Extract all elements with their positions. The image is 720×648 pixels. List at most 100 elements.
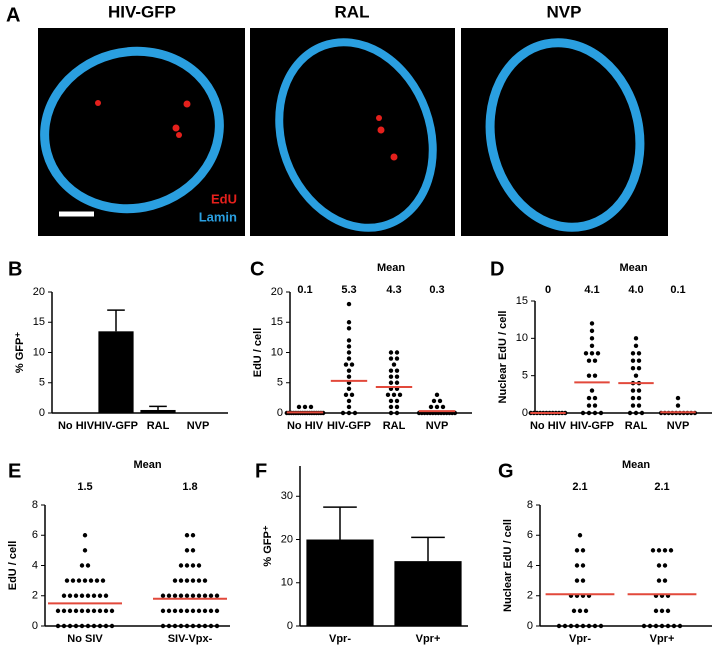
y-tick-label: 6 [32, 529, 38, 541]
mean-title: Mean [377, 262, 405, 274]
data-point [76, 578, 82, 583]
data-point [100, 578, 106, 583]
data-point [346, 338, 352, 343]
data-point [580, 578, 586, 583]
panel-letter: D [490, 258, 504, 280]
data-point [160, 608, 166, 614]
y-tick-label: 4 [32, 559, 38, 571]
mean-title: Mean [622, 459, 650, 471]
data-point [589, 343, 595, 348]
legend-lamin: Lamin [199, 209, 237, 224]
data-point [190, 593, 196, 598]
data-point [385, 392, 391, 398]
data-point [208, 593, 214, 598]
mean-label: 2.1 [572, 481, 587, 493]
data-point [388, 410, 394, 416]
data-point [160, 593, 166, 598]
data-point [346, 356, 352, 361]
data-point [349, 362, 355, 367]
data-point [586, 623, 592, 629]
data-point [562, 623, 568, 629]
data-point [97, 593, 103, 598]
y-tick-label: 15 [516, 295, 528, 307]
data-point [394, 380, 400, 385]
data-point [388, 404, 394, 410]
data-point [82, 533, 88, 538]
panel-letter: A [6, 4, 20, 26]
y-tick-label: 15 [271, 316, 283, 328]
data-point [346, 326, 352, 331]
panel-letter: B [8, 258, 22, 280]
data-point [190, 608, 196, 614]
data-point [202, 623, 208, 629]
data-point [598, 410, 604, 416]
data-point [592, 623, 598, 629]
data-point [659, 623, 665, 629]
mean-label: 1.8 [182, 481, 197, 493]
y-axis-label: Nuclear EdU / cell [497, 311, 509, 404]
data-point [580, 410, 586, 416]
data-point [440, 404, 446, 410]
y-tick-label: 5 [39, 377, 45, 389]
data-point [343, 362, 349, 367]
data-point [675, 395, 681, 401]
x-tick-label: Vpr- [569, 633, 591, 645]
data-point [184, 563, 190, 568]
data-point [574, 563, 580, 568]
x-tick-label: SIV-Vpx- [168, 633, 213, 645]
data-point [103, 608, 109, 614]
data-point [641, 623, 647, 629]
data-point [178, 623, 184, 629]
data-point [308, 404, 314, 410]
y-tick-label: 6 [527, 529, 533, 541]
mean-label: 2.1 [654, 481, 669, 493]
data-point [346, 320, 352, 325]
data-point [639, 410, 645, 416]
data-point [586, 373, 592, 378]
data-point [388, 398, 394, 404]
data-point [178, 608, 184, 614]
data-point [346, 374, 352, 379]
data-point [577, 533, 583, 538]
data-point [166, 608, 172, 614]
data-point [633, 373, 639, 378]
mean-label: 0.1 [670, 284, 685, 296]
data-point [586, 395, 592, 401]
panel-letter: E [8, 460, 21, 482]
data-point [589, 388, 595, 393]
data-point [55, 623, 61, 629]
y-tick-label: 8 [527, 499, 533, 511]
data-point [296, 404, 302, 410]
x-tick-label: NVP [187, 420, 210, 432]
bar [140, 409, 176, 413]
y-tick-label: 0 [277, 407, 283, 419]
data-point [343, 392, 349, 398]
mean-label: 4.0 [628, 284, 643, 296]
micrograph [461, 28, 668, 236]
data-point [85, 623, 91, 629]
data-point [428, 404, 434, 410]
data-point [196, 563, 202, 568]
y-tick-label: 2 [527, 590, 533, 602]
data-point [166, 593, 172, 598]
data-point [656, 548, 662, 553]
data-point [630, 403, 636, 408]
x-tick-label: HIV-GFP [570, 420, 614, 432]
data-point [583, 351, 589, 356]
data-point [73, 608, 79, 614]
data-point [653, 623, 659, 629]
data-point [589, 321, 595, 326]
y-tick-label: 20 [281, 533, 293, 545]
data-point [346, 344, 352, 349]
y-tick-label: 0 [287, 620, 293, 632]
mean-label: 0.3 [429, 284, 444, 296]
data-point [391, 362, 397, 367]
data-point [675, 403, 681, 408]
data-point [630, 366, 636, 371]
data-point [598, 623, 604, 629]
data-point [636, 351, 642, 356]
data-point [662, 548, 668, 553]
data-point [73, 593, 79, 598]
panel-letter: C [250, 258, 264, 280]
data-point [574, 623, 580, 629]
